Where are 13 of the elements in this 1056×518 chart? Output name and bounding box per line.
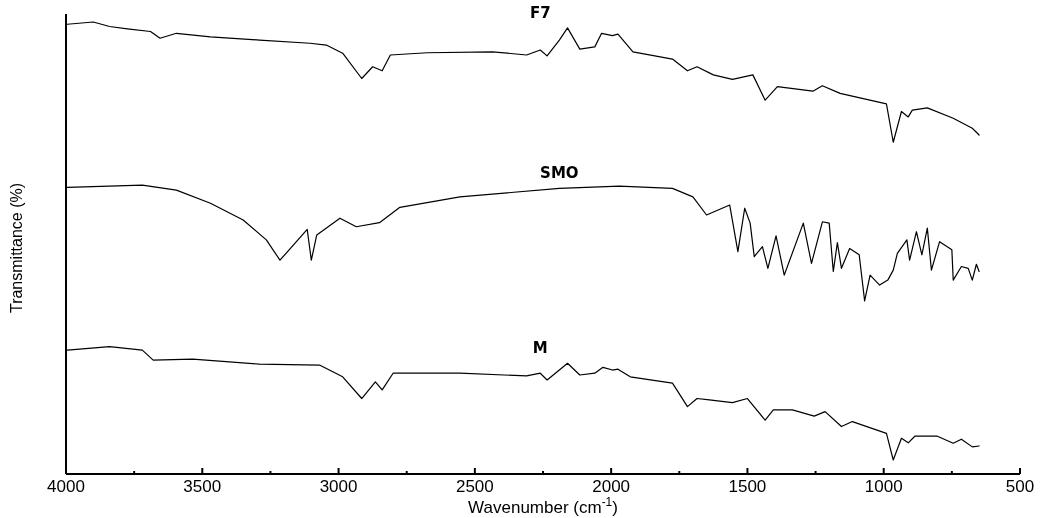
x-axis-title: Wavenumber (cm$^{-1}$) [468, 495, 618, 517]
x-tick-label: 1500 [728, 477, 767, 496]
x-tick-label: 4000 [47, 477, 85, 496]
y-axis-title: Transmittance (%) [8, 182, 25, 314]
x-tick-label: 500 [1005, 477, 1035, 496]
series-label: SMO [540, 164, 579, 183]
x-tick-label: 3000 [319, 477, 358, 496]
series-label: F7 [529, 3, 551, 22]
series-label: M [532, 339, 548, 358]
x-tick-label: 2500 [455, 477, 494, 496]
x-tick-label: 1000 [864, 477, 903, 496]
x-tick-label: 2000 [592, 477, 631, 496]
x-tick-label: 3500 [183, 477, 222, 496]
